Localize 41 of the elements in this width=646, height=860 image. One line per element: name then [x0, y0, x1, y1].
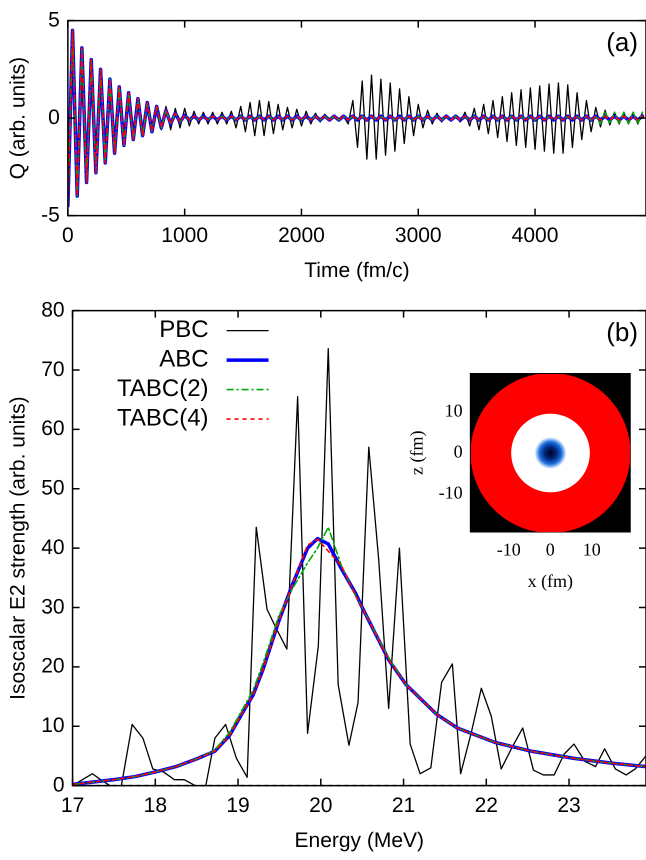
x-axis-title: Time (fm/c)	[304, 259, 410, 282]
y-tick-label: 0	[52, 773, 65, 796]
y-tick-label: 10	[41, 714, 65, 738]
x-tick-label: 10	[582, 539, 601, 560]
legend-label: ABC	[159, 346, 209, 373]
y-axis-title: z (fm)	[406, 430, 427, 476]
y-axis-title: Q (arb. units)	[6, 56, 30, 180]
x-axis-title: x (fm)	[528, 570, 574, 591]
legend-label: PBC	[159, 316, 209, 344]
x-tick-label: 20	[309, 794, 332, 817]
y-tick-label: 60	[41, 417, 65, 440]
y-tick-label: 0	[48, 106, 60, 129]
x-tick-label: 4000	[512, 224, 558, 247]
x-tick-label: -10	[496, 539, 521, 560]
y-tick-label: 20	[41, 654, 65, 678]
annotation: (b)	[606, 316, 638, 347]
y-tick-label: 10	[444, 400, 463, 420]
y-tick-label: 70	[41, 358, 65, 381]
y-tick-label: 80	[41, 298, 65, 322]
x-tick-label: 3000	[394, 224, 442, 247]
x-tick-label: 23	[557, 794, 581, 817]
x-tick-label: 18	[144, 794, 167, 817]
x-tick-label: 19	[226, 794, 250, 817]
y-axis-title: Isoscalar E2 strength (arb. units)	[6, 396, 30, 700]
x-tick-label: 21	[392, 794, 416, 817]
y-tick-label: -5	[41, 203, 60, 226]
x-tick-label: 1000	[161, 224, 208, 247]
x-tick-label: 0	[546, 539, 555, 560]
annotation: (a)	[606, 26, 638, 57]
y-tick-label: 30	[41, 595, 65, 618]
x-tick-label: 22	[474, 794, 498, 817]
y-tick-label: 5	[48, 8, 60, 32]
legend-label: TABC(4)	[116, 404, 209, 432]
x-axis-title: Energy (MeV)	[294, 829, 424, 852]
legend-label: TABC(2)	[116, 375, 209, 402]
y-tick-label: 50	[41, 476, 65, 500]
x-tick-label: 2000	[278, 224, 325, 247]
y-tick-label: -10	[438, 482, 463, 503]
x-tick-label: 17	[60, 794, 84, 817]
y-tick-label: 0	[454, 442, 463, 462]
y-tick-label: 40	[41, 536, 65, 559]
